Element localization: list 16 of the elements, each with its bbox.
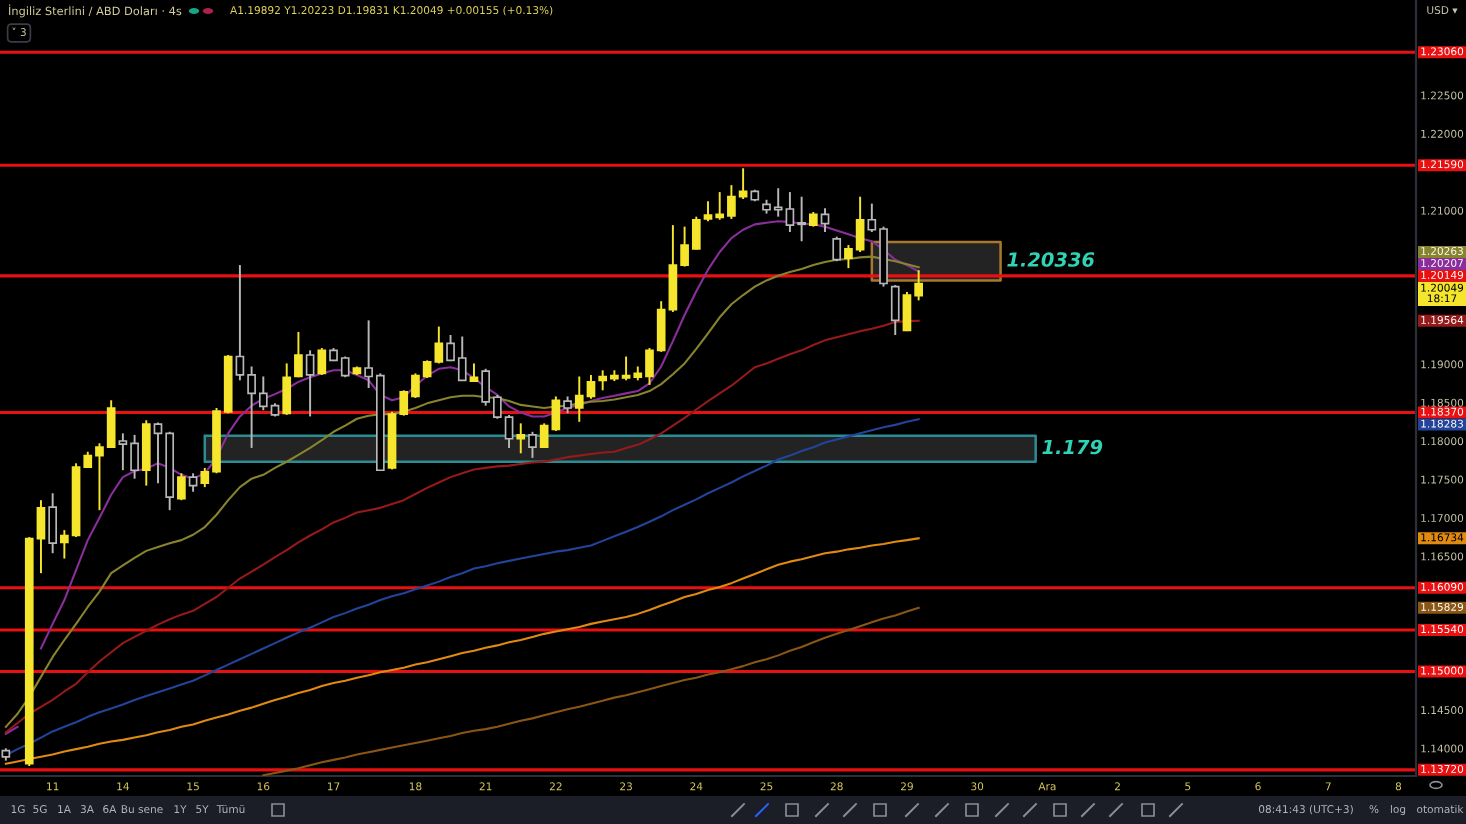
candlestick (177, 472, 186, 502)
candlestick (141, 419, 151, 487)
candlestick (305, 349, 315, 418)
candlestick (469, 362, 479, 383)
candlestick (48, 492, 58, 555)
annotation: 1.179 (1042, 439, 1103, 455)
candlestick (890, 284, 900, 336)
candlestick (516, 422, 526, 455)
candlestick (528, 430, 537, 459)
candlestick (832, 235, 842, 263)
line-series (4, 537, 920, 765)
candlestick (317, 347, 327, 376)
line-series (262, 606, 920, 776)
line-series (4, 418, 920, 757)
annotation: 1.20336 (1007, 252, 1095, 267)
candlestick (188, 472, 198, 493)
